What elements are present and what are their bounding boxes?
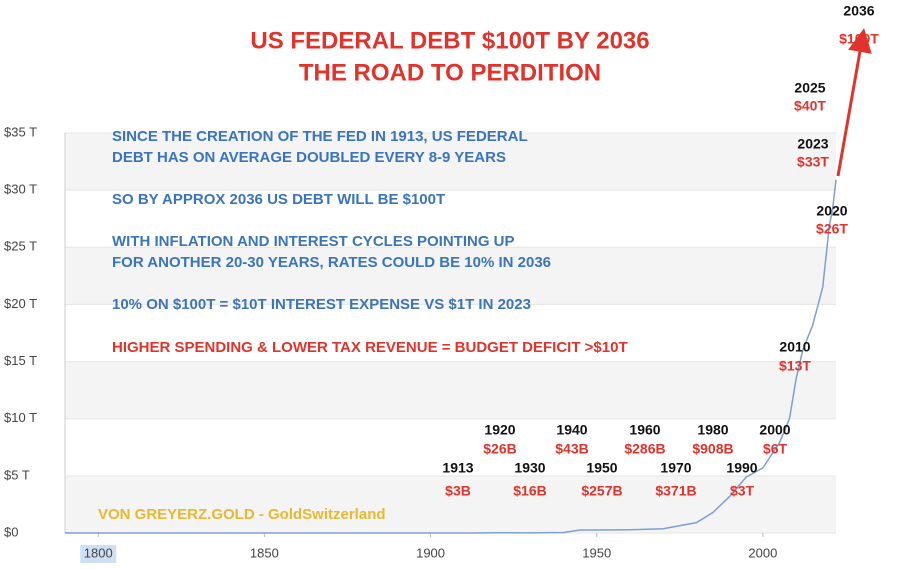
annotation-year: 1950 [586, 460, 617, 476]
y-tick-label: $35 T [4, 124, 37, 139]
debt-line [65, 179, 837, 534]
annotation-amount: $3T [730, 483, 755, 499]
note-text: DEBT HAS ON AVERAGE DOUBLED EVERY 8-9 YE… [112, 149, 506, 166]
annotation-year: 1930 [514, 460, 545, 476]
annotation-amount: $100T [839, 31, 879, 47]
annotation-amount: $286B [624, 441, 665, 457]
y-tick-label: $15 T [4, 353, 37, 368]
annotation-amount: $371B [655, 483, 696, 499]
projection-arrow [836, 28, 872, 177]
note-text: 10% ON $100T = $10T INTEREST EXPENSE VS … [112, 296, 531, 313]
annotation-amount: $43B [555, 441, 588, 457]
annotation-year: 1940 [556, 422, 587, 438]
selection-highlight [80, 545, 117, 563]
x-tick-label: 1800 [84, 545, 113, 560]
annotation-amount: $257B [581, 483, 622, 499]
annotation-amount: $16B [513, 483, 546, 499]
note-text: SO BY APPROX 2036 US DEBT WILL BE $100T [112, 191, 445, 208]
annotation-amount: $40T [794, 98, 826, 114]
annotation-amount: $6T [763, 441, 788, 457]
note-text: FOR ANOTHER 20-30 YEARS, RATES COULD BE … [112, 254, 551, 271]
annotation-year: 1920 [484, 422, 515, 438]
annotation-year: 2036 [843, 3, 874, 19]
note-text: SINCE THE CREATION OF THE FED IN 1913, U… [112, 128, 528, 145]
annotation-amount: $908B [692, 441, 733, 457]
y-tick-label: $0 [4, 524, 18, 539]
annotation-year: 1980 [697, 422, 728, 438]
annotation-year: 1970 [660, 460, 691, 476]
annotation-amount: $26T [816, 221, 848, 237]
y-tick-label: $5 T [4, 467, 30, 482]
grid-band [65, 133, 836, 191]
annotation-year: 2000 [759, 422, 790, 438]
annotation-amount: $33T [797, 154, 829, 170]
annotation-year: 2023 [797, 136, 828, 152]
annotation-amount: $26B [483, 441, 516, 457]
annotation-amount: $13T [779, 358, 811, 374]
y-tick-label: $20 T [4, 296, 37, 311]
x-tick-label: 1900 [416, 545, 445, 560]
note-text: HIGHER SPENDING & LOWER TAX REVENUE = BU… [112, 339, 628, 356]
annotation-year: 2010 [779, 339, 810, 355]
grid-band [65, 361, 836, 419]
chart-title: THE ROAD TO PERDITION [299, 59, 601, 86]
y-tick-label: $10 T [4, 410, 37, 425]
x-tick-label: 1850 [250, 545, 279, 560]
x-tick-label: 2000 [748, 545, 777, 560]
y-tick-label: $30 T [4, 182, 37, 197]
annotation-year: 2020 [816, 203, 847, 219]
chart-title: US FEDERAL DEBT $100T BY 2036 [250, 27, 649, 54]
annotation-amount: $3B [445, 483, 471, 499]
annotation-year: 2025 [794, 80, 825, 96]
annotation-year: 1913 [442, 460, 473, 476]
note-text: WITH INFLATION AND INTEREST CYCLES POINT… [112, 233, 515, 250]
x-tick-label: 1950 [582, 545, 611, 560]
y-tick-label: $25 T [4, 239, 37, 254]
grid-band [65, 475, 836, 533]
grid-band [65, 247, 836, 305]
watermark: VON GREYERZ.GOLD - GoldSwitzerland [98, 506, 386, 523]
annotation-year: 1990 [726, 460, 757, 476]
annotation-year: 1960 [629, 422, 660, 438]
